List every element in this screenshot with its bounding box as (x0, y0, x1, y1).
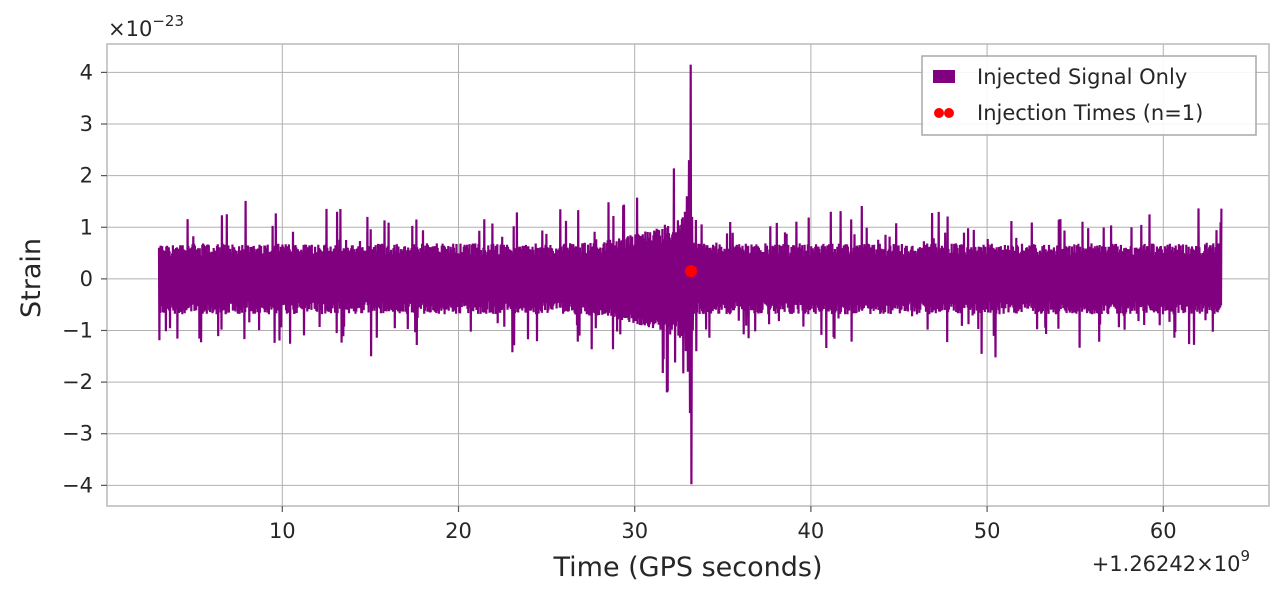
x-axis-label: Time (GPS seconds) (552, 552, 822, 583)
x-tick-label: 20 (445, 519, 472, 543)
plot-series (157, 64, 1223, 485)
x-tick-label: 40 (798, 519, 825, 543)
y-scale-label: ×10−23 (108, 12, 184, 41)
y-tick-label: 2 (80, 164, 93, 188)
legend-marker-injection-times-2 (944, 108, 954, 118)
legend-marker-injection-times (934, 108, 944, 118)
legend-label-injection-times: Injection Times (n=1) (977, 101, 1203, 125)
y-axis-label: Strain (16, 238, 47, 318)
y-scale-exponent: −23 (152, 12, 184, 30)
series-injected-signal-peak (683, 64, 695, 485)
x-tick-label: 10 (269, 519, 296, 543)
y-scale-base: ×10 (108, 17, 152, 41)
y-axis-ticks: −4 −3 −2 −1 0 1 2 3 4 (62, 60, 107, 497)
y-tick-label: −2 (62, 370, 93, 394)
legend-swatch-injected-signal (933, 70, 955, 83)
x-tick-label: 60 (1150, 519, 1177, 543)
y-tick-label: 4 (80, 60, 93, 84)
y-tick-label: −4 (62, 473, 93, 497)
y-tick-label: 0 (80, 267, 93, 291)
x-offset-label: +1.26242×109 (1092, 547, 1250, 576)
y-tick-label: 3 (80, 112, 93, 136)
legend: Injected Signal Only Injection Times (n=… (921, 55, 1257, 136)
injection-time-point (685, 265, 698, 278)
x-offset-base: +1.26242×10 (1092, 552, 1241, 576)
legend-box (921, 55, 1257, 136)
x-tick-label: 50 (974, 519, 1001, 543)
y-tick-label: −3 (62, 422, 93, 446)
x-offset-exponent: 9 (1240, 547, 1250, 565)
legend-label-injected-signal: Injected Signal Only (977, 65, 1187, 89)
plot-frame (106, 43, 1270, 507)
y-tick-label: 1 (80, 215, 93, 239)
x-axis-ticks: 10 20 30 40 50 60 (269, 506, 1177, 543)
x-tick-label: 30 (621, 519, 648, 543)
y-tick-label: −1 (62, 318, 93, 342)
